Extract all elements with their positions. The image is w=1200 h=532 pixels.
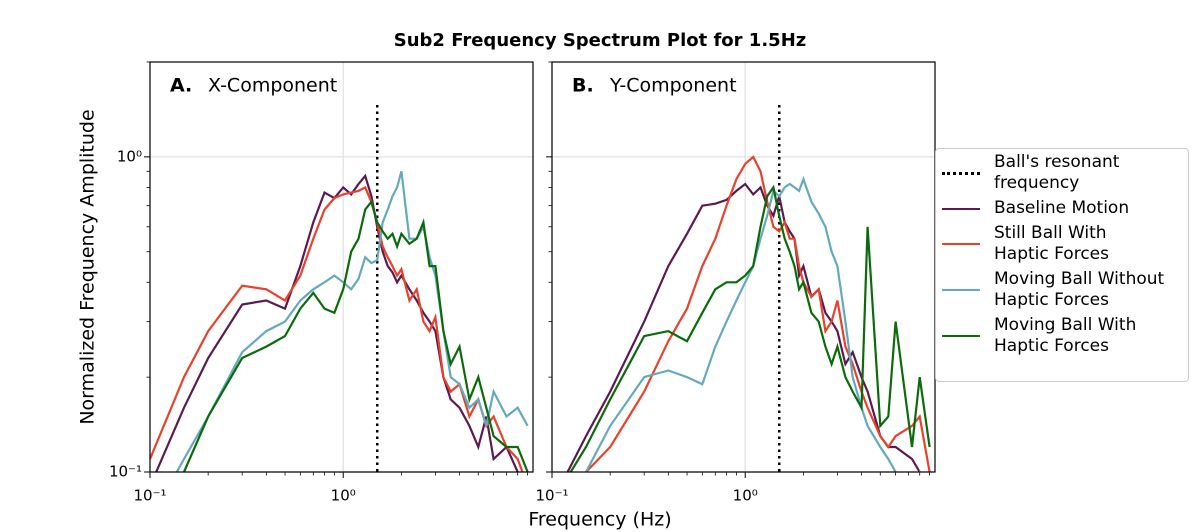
legend-label: Moving Ball With Haptic Forces [994, 315, 1137, 356]
legend-item: Moving Ball With Haptic Forces [942, 315, 1182, 357]
axes-frame [551, 61, 936, 473]
y-tick-label: 10⁰ [117, 147, 142, 165]
axes-frame [149, 61, 534, 473]
panel-letter: B. [572, 75, 594, 97]
legend-swatch [942, 207, 980, 210]
data-line [566, 182, 922, 472]
data-line [182, 199, 529, 472]
legend-label: Ball's resonant frequency [994, 152, 1120, 193]
data-line [155, 173, 519, 472]
x-tick-label: 10⁰ [733, 487, 758, 505]
legend: Ball's resonant frequency Baseline Motion… [935, 148, 1189, 382]
data-line [150, 185, 524, 472]
legend-swatch [942, 243, 980, 245]
panel-title: Y-Component [609, 75, 737, 97]
x-tick-label: 10⁻¹ [133, 487, 166, 505]
y-axis-label: Normalized Frequency Amplitude [77, 109, 99, 424]
panel-title: X-Component [208, 75, 337, 97]
legend-label: Baseline Motion [994, 198, 1130, 218]
panel-letter: A. [170, 75, 192, 97]
x-tick-label: 10⁻¹ [535, 487, 568, 505]
data-line [584, 155, 931, 472]
x-tick-label: 10⁰ [331, 487, 356, 505]
legend-item: Moving Ball Without Haptic Forces [942, 269, 1182, 311]
data-line [569, 184, 931, 472]
legend-item: Baseline Motion [942, 198, 1182, 219]
plot-area [566, 105, 931, 472]
legend-swatch [942, 171, 980, 175]
legend-label: Moving Ball Without Haptic Forces [994, 269, 1165, 310]
plot-area [150, 105, 529, 472]
legend-item: Still Ball With Haptic Forces [942, 223, 1182, 265]
chart-title: Sub2 Frequency Spectrum Plot for 1.5Hz [394, 30, 807, 51]
y-tick-label: 10⁻¹ [109, 463, 142, 481]
legend-label: Still Ball With Haptic Forces [994, 223, 1109, 264]
x-axis-label: Frequency (Hz) [528, 509, 671, 531]
legend-item: Ball's resonant frequency [942, 152, 1182, 194]
legend-swatch [942, 335, 980, 337]
data-line [175, 171, 529, 472]
data-line [584, 175, 922, 472]
legend-swatch [942, 289, 980, 291]
